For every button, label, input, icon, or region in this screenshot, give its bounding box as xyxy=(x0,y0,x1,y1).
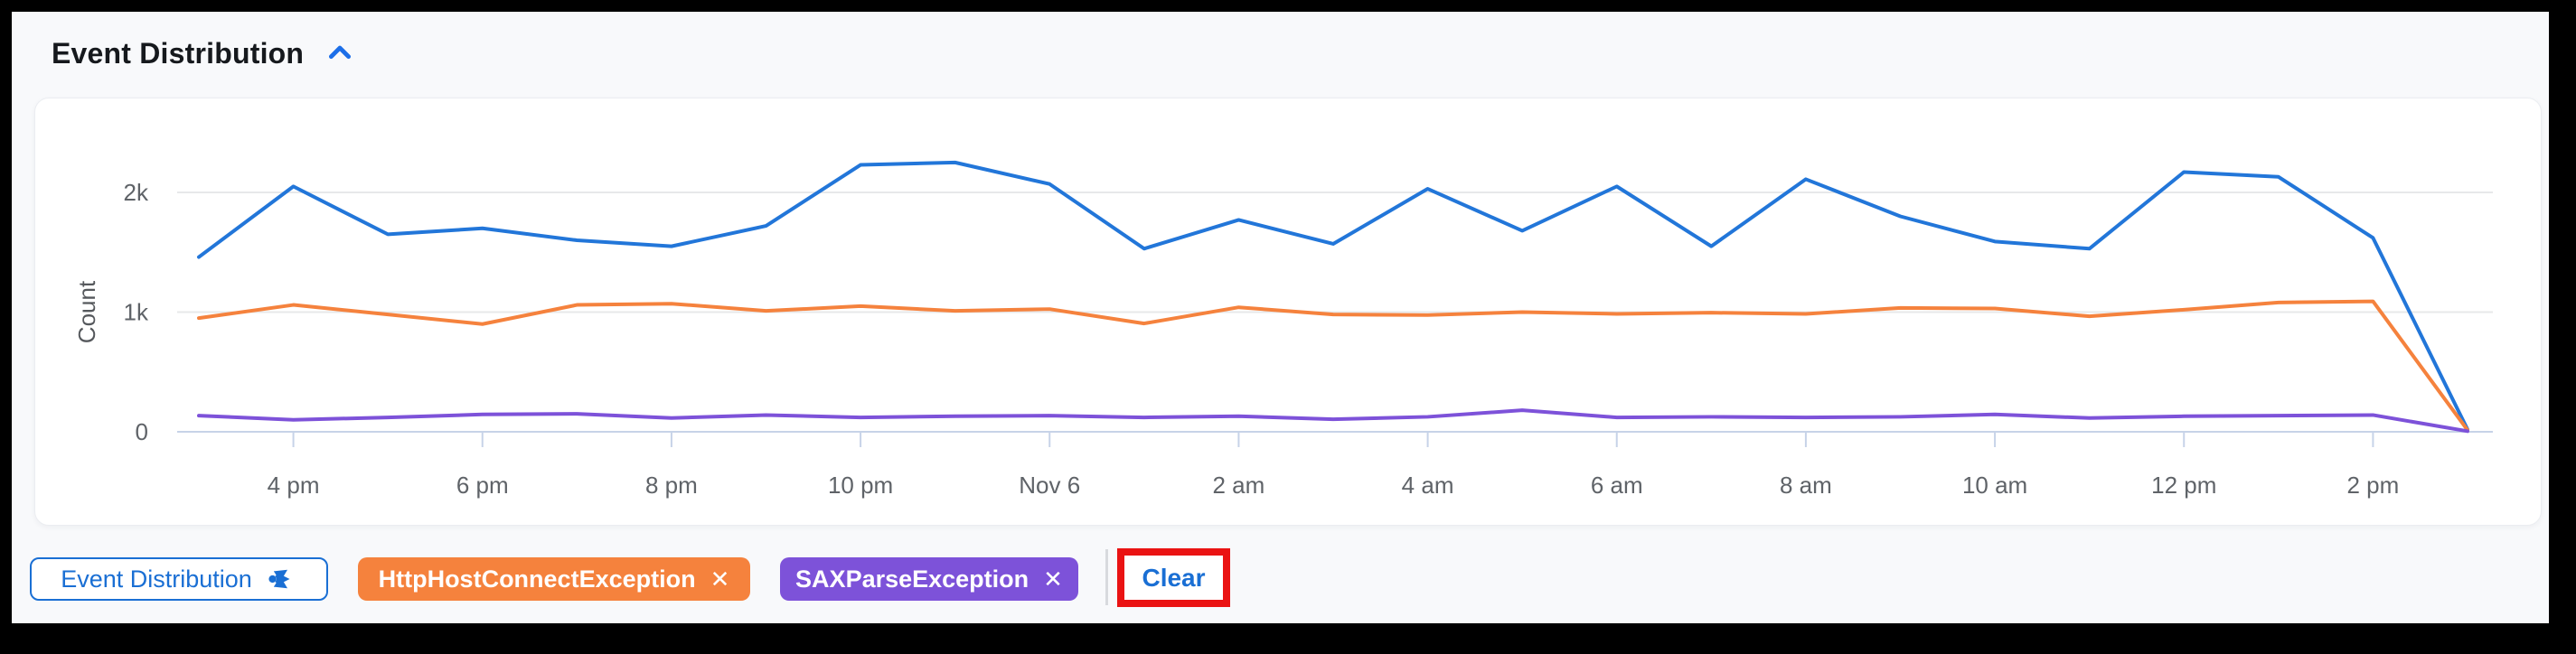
share-icon xyxy=(268,569,290,589)
remove-filter-icon[interactable]: ✕ xyxy=(710,565,730,593)
collapse-toggle-button[interactable] xyxy=(322,35,358,71)
x-tick-label: 4 am xyxy=(1402,472,1454,499)
panel-header: Event Distribution xyxy=(52,35,358,71)
y-tick-label: 2k xyxy=(124,179,149,206)
share-chip-label: Event Distribution xyxy=(61,565,252,593)
x-tick-label: 6 am xyxy=(1591,472,1643,499)
chart-card: 4 pm 6 pm 8 pm 10 pm Nov 6 2 am 4 am 6 am 8 am 10… xyxy=(34,98,2542,526)
series-line-saxparseexception xyxy=(197,408,2469,434)
clear-filters-button[interactable]: Clear xyxy=(1142,563,1206,592)
filter-chip-httphostconnectexception[interactable]: HttpHostConnectException ✕ xyxy=(358,557,750,601)
x-tick-label: 2 pm xyxy=(2347,472,2400,499)
x-tick-label: 2 am xyxy=(1213,472,1265,499)
page-title: Event Distribution xyxy=(52,36,305,70)
x-tick-label: 8 pm xyxy=(645,472,698,499)
chips-divider xyxy=(1105,549,1108,605)
filter-chip-saxparseexception[interactable]: SAXParseException ✕ xyxy=(780,557,1078,601)
event-distribution-panel: Event Distribution 4 pm 6 pm 8 pm 10 pm Nov … xyxy=(12,12,2549,623)
filter-chip-label: HttpHostConnectException xyxy=(378,565,696,593)
x-tick-label: 4 pm xyxy=(268,472,320,499)
x-tick-label: 12 pm xyxy=(2151,472,2216,499)
series-line-event-distribution xyxy=(197,160,2469,432)
series-line-httphostconnectexception xyxy=(197,299,2469,433)
chevron-up-icon xyxy=(329,45,352,60)
annotation-highlight: Clear xyxy=(1117,548,1230,607)
y-axis-title: Count xyxy=(73,280,100,343)
x-tick-label: 8 am xyxy=(1780,472,1832,499)
remove-filter-icon[interactable]: ✕ xyxy=(1043,565,1063,593)
x-tick-label: 10 am xyxy=(1962,472,2027,499)
event-distribution-line-chart[interactable]: 4 pm 6 pm 8 pm 10 pm Nov 6 2 am 4 am 6 am 8 am 10… xyxy=(35,98,2543,527)
x-tick-label: Nov 6 xyxy=(1019,472,1080,499)
filter-chip-label: SAXParseException xyxy=(795,565,1029,593)
event-distribution-share-chip[interactable]: Event Distribution xyxy=(30,557,328,601)
x-tick-label: 10 pm xyxy=(828,472,893,499)
x-tick-label: 6 pm xyxy=(456,472,509,499)
y-tick-label: 0 xyxy=(136,418,148,445)
y-tick-label: 1k xyxy=(124,299,149,326)
